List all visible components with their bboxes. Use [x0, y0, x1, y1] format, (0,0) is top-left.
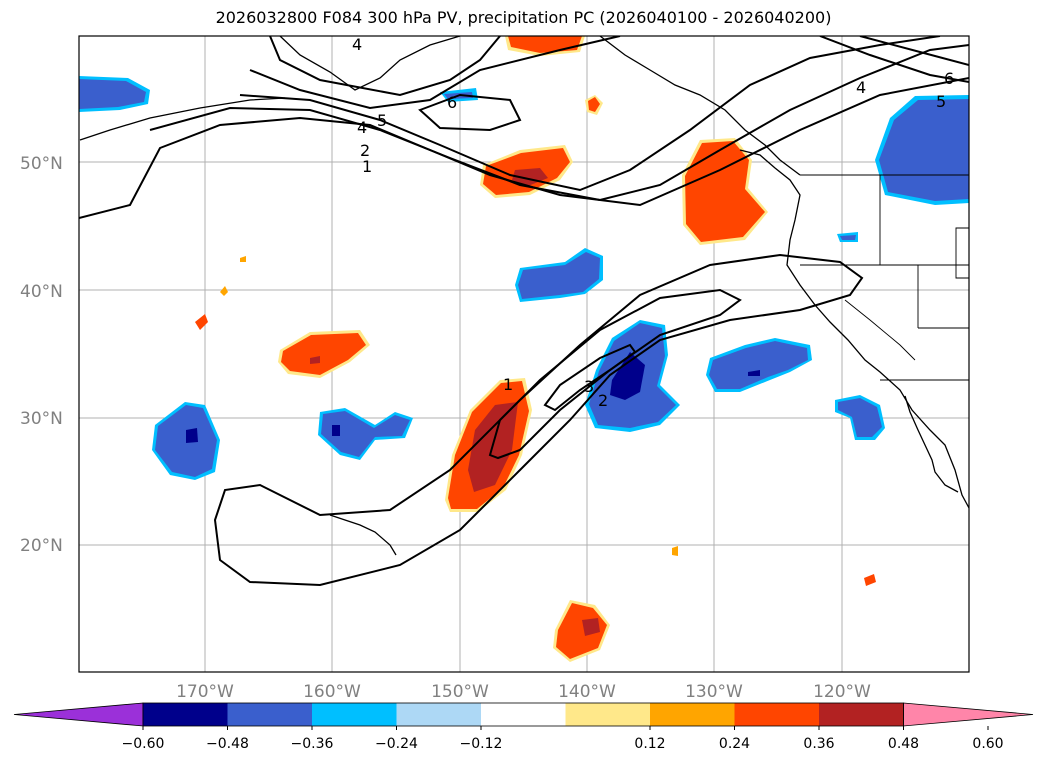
negative-precip-blob-sw [318, 408, 413, 460]
colorbar-segment [481, 703, 566, 726]
map-plot-area [79, 36, 969, 672]
colorbar-outline [142, 702, 904, 727]
positive-precip-blob-nw-coast [682, 138, 768, 245]
colorbar-segment [143, 703, 228, 726]
colorbar-tick-label: −0.12 [460, 736, 503, 752]
negative-precip-blob-nw [79, 76, 150, 112]
colorbar-segment [227, 703, 313, 726]
pv-label: 1 [362, 157, 372, 176]
pv-label: 1 [503, 375, 513, 394]
negative-precip-blob-40n [515, 248, 603, 302]
latitude-labels: 50°N 40°N 30°N 20°N [20, 154, 63, 556]
colorbar-tick-label: −0.24 [375, 736, 418, 752]
pv-contour-2-south [488, 288, 742, 460]
colorbar-tick-label: −0.60 [122, 736, 165, 752]
colorbar-segment [565, 703, 651, 726]
colorbar-tick-label: −0.48 [206, 736, 249, 752]
colorbar-segment [396, 703, 482, 726]
colorbar: −0.60 −0.48 −0.36 −0.24 −0.12 0.12 0.24 0.36 0.4… [13, 702, 1034, 752]
lat-label-20n: 20°N [20, 536, 63, 556]
longitude-labels: 170°W 160°W 150°W 140°W 130°W 120°W [176, 682, 871, 702]
us-west-coast [739, 149, 969, 509]
pv-label: 2 [598, 391, 608, 410]
pv-contour-labels: 1 2 4 5 6 1 2 3 4 5 6 4 [352, 35, 954, 410]
pv-contour-5-north [249, 36, 621, 110]
pv-contour-3-south [543, 343, 637, 412]
positive-precip-dots [195, 256, 876, 586]
negative-precip-blob-small-e [837, 232, 858, 242]
colorbar-segment [819, 703, 904, 726]
pv-label: 4 [856, 78, 866, 97]
hawaii-chain [329, 514, 397, 556]
pv-contour-6-north-a [269, 36, 501, 97]
colorbar-segment [650, 703, 735, 726]
colorbar-tick-label: 0.12 [634, 736, 665, 752]
pv-contour-1-south [213, 253, 864, 587]
colorbar-segment [312, 703, 397, 726]
pv-contours [79, 36, 969, 587]
political-borders [800, 174, 969, 381]
colorbar-tick-label: 0.24 [719, 736, 750, 752]
lon-label-120w: 120°W [813, 682, 871, 702]
colorbar-extend-high [903, 702, 1034, 727]
negative-precip-blob-baja [835, 395, 885, 440]
lon-label-130w: 130°W [685, 682, 743, 702]
alaska-peninsula [279, 36, 461, 91]
negative-precip-blob-west [152, 402, 220, 480]
precip-anomalies [79, 36, 969, 662]
pv-label: 5 [936, 92, 946, 111]
pv-contour-5-ne [819, 36, 969, 83]
bc-alaska-coast [599, 36, 801, 176]
colorbar-segment [734, 703, 820, 726]
positive-precip-blob-west [278, 330, 370, 378]
colorbar-tick-label: 0.60 [972, 736, 1003, 752]
pv-contour-6-ne [859, 36, 969, 66]
colorbar-extend-low [13, 702, 144, 727]
negative-precip-blob-east [706, 338, 812, 392]
lon-label-140w: 140°W [558, 682, 616, 702]
colorbar-tick-label: 0.36 [803, 736, 834, 752]
pv-label: 6 [944, 69, 954, 88]
pv-label: 2 [360, 141, 370, 160]
pv-label: 5 [377, 111, 387, 130]
pv-contour-2-north [149, 44, 969, 202]
positive-precip-blob-n1 [480, 145, 573, 198]
lon-label-160w: 160°W [303, 682, 361, 702]
pv-label: 3 [584, 377, 594, 396]
colorbar-tick-label: −0.36 [291, 736, 334, 752]
pv-label: 6 [447, 93, 457, 112]
coastlines [79, 36, 969, 556]
lat-label-40n: 40°N [20, 282, 63, 302]
state-border-6 [844, 299, 916, 361]
aleutians [79, 97, 286, 141]
baja-inner-coast [904, 395, 959, 493]
positive-precip-blob-tiny [585, 95, 603, 115]
negative-precip-blob-central [585, 320, 680, 432]
map-title: 2026032800 F084 300 hPa PV, precipitatio… [215, 8, 832, 27]
map-frame [78, 35, 970, 673]
pv-label: 4 [357, 118, 367, 137]
lon-label-150w: 150°W [431, 682, 489, 702]
negative-precip-blob-ne [875, 95, 969, 205]
pv-contour-4-north [239, 36, 941, 192]
lat-label-50n: 50°N [20, 154, 63, 174]
colorbar-tick-label: 0.48 [888, 736, 919, 752]
positive-precip-blob-south [553, 600, 610, 662]
lon-label-170w: 170°W [176, 682, 234, 702]
lat-label-30n: 30°N [20, 409, 63, 429]
pv-label: 4 [352, 35, 362, 54]
pv-contour-6-loop [418, 93, 522, 132]
state-border-5 [955, 227, 969, 279]
